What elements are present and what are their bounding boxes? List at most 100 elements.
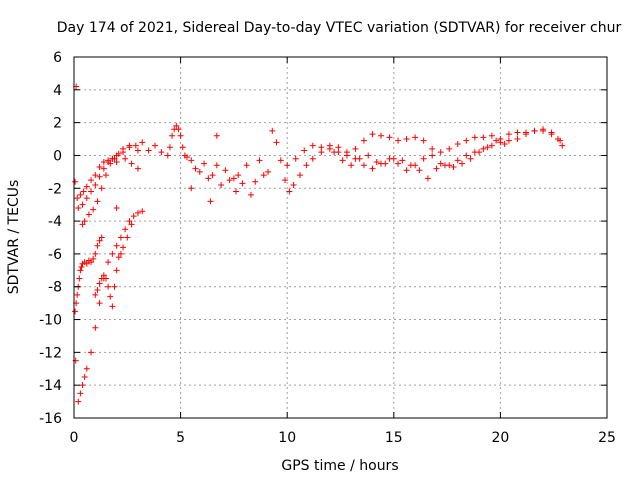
data-point-track-a: [96, 163, 103, 170]
data-point-track-j: [476, 149, 483, 156]
data-point-track-a: [77, 191, 84, 198]
data-point-track-g: [209, 172, 216, 179]
data-point-track-j: [493, 137, 500, 144]
data-point-track-a: [88, 177, 95, 184]
y-tick-label: -6: [48, 247, 62, 263]
data-point-track-g: [243, 162, 250, 169]
data-point-track-d: [134, 209, 141, 216]
data-point-track-i: [284, 162, 291, 169]
data-point-track-e: [94, 242, 101, 249]
data-point-track-i: [446, 145, 453, 152]
data-point-track-c: [111, 155, 118, 162]
data-point-track-a: [145, 147, 152, 154]
data-point-track-e: [78, 264, 85, 271]
x-tick-label: 0: [70, 430, 79, 446]
data-point-track-h: [303, 162, 310, 169]
data-point-track-i: [429, 145, 436, 152]
data-point-track-i: [505, 131, 512, 138]
y-tick-label: -14: [39, 378, 62, 394]
data-point-track-b: [96, 173, 103, 180]
data-point-track-c: [115, 150, 122, 157]
y-tick-label: -16: [39, 411, 62, 427]
data-point-track-j: [373, 159, 380, 166]
data-point-track-i: [463, 137, 470, 144]
data-point-track-c: [122, 155, 129, 162]
data-point-track-e: [92, 250, 99, 257]
data-point-track-h: [282, 177, 289, 184]
data-point-track-g: [175, 126, 182, 133]
x-tick-label: 15: [385, 430, 403, 446]
data-point-track-j: [339, 157, 346, 164]
data-point-track-b: [134, 147, 141, 154]
data-point-track-g: [188, 157, 195, 164]
data-point-track-j: [399, 157, 406, 164]
data-point-track-f: [105, 283, 112, 290]
grid-lines: [74, 57, 607, 418]
data-point-track-i: [412, 134, 419, 141]
data-point-track-c: [107, 160, 114, 167]
data-point-track-e: [83, 260, 90, 267]
data-point-track-i: [480, 134, 487, 141]
data-point-track-d: [117, 234, 124, 241]
data-point-track-d: [75, 398, 82, 405]
data-point-track-g: [173, 122, 180, 129]
data-point-track-j: [348, 162, 355, 169]
data-point-track-j: [424, 175, 431, 182]
data-point-track-g: [169, 132, 176, 139]
data-point-track-f: [128, 221, 135, 228]
data-point-track-c: [90, 206, 97, 213]
data-point-track-a: [80, 188, 87, 195]
y-tick-label: 0: [53, 148, 62, 164]
data-point-track-f: [115, 254, 122, 261]
y-tick-label: 6: [53, 50, 62, 66]
data-point-track-g: [222, 167, 229, 174]
data-point-track-h: [286, 188, 293, 195]
y-tick-label: 4: [53, 83, 62, 99]
data-point-track-i: [522, 129, 529, 136]
data-point-track-c: [98, 185, 105, 192]
data-point-track-f: [107, 293, 114, 300]
y-tick-label: -4: [48, 214, 62, 230]
data-point-track-h: [429, 152, 436, 159]
data-point-track-j: [433, 165, 440, 172]
data-point-track-d: [96, 300, 103, 307]
data-point-track-e: [90, 255, 97, 262]
data-point-track-f: [120, 244, 127, 251]
data-point-track-g: [177, 132, 184, 139]
data-point-track-j: [467, 155, 474, 162]
x-tick-label: 20: [491, 430, 509, 446]
data-point-track-a: [74, 195, 81, 202]
data-point-track-i: [471, 134, 478, 141]
data-point-track-f: [111, 283, 118, 290]
y-axis-label: SDTVAR / TECUs: [6, 180, 22, 295]
data-point-track-i: [352, 145, 359, 152]
data-point-track-j: [484, 144, 491, 151]
data-point-track-a: [139, 139, 146, 146]
data-point-track-j: [382, 160, 389, 167]
data-point-track-g: [260, 172, 267, 179]
data-point-track-i: [540, 127, 547, 134]
data-point-track-d: [139, 208, 146, 215]
data-point-track-b: [83, 195, 90, 202]
data-point-track-h: [514, 136, 521, 143]
data-point-isolated: [233, 188, 240, 195]
y-tick-label: -10: [39, 313, 62, 329]
data-point-track-f: [102, 275, 109, 282]
data-point-track-f: [124, 234, 131, 241]
data-point-track-g: [179, 144, 186, 151]
data-point-track-j: [365, 152, 372, 159]
data-point-track-j: [390, 155, 397, 162]
data-point-track-j: [459, 160, 466, 167]
data-point-track-g: [183, 154, 190, 161]
data-point-track-h: [277, 157, 284, 164]
data-point-track-h: [454, 157, 461, 164]
data-point-track-f: [109, 303, 116, 310]
data-point-track-b: [126, 142, 133, 149]
data-point-track-g: [196, 168, 203, 175]
data-point-track-g: [256, 157, 263, 164]
data-point-track-d: [88, 349, 95, 356]
data-point-track-i: [309, 142, 316, 149]
data-point-track-i: [497, 136, 504, 143]
data-point-track-g: [265, 168, 272, 175]
data-point-track-b: [75, 204, 82, 211]
